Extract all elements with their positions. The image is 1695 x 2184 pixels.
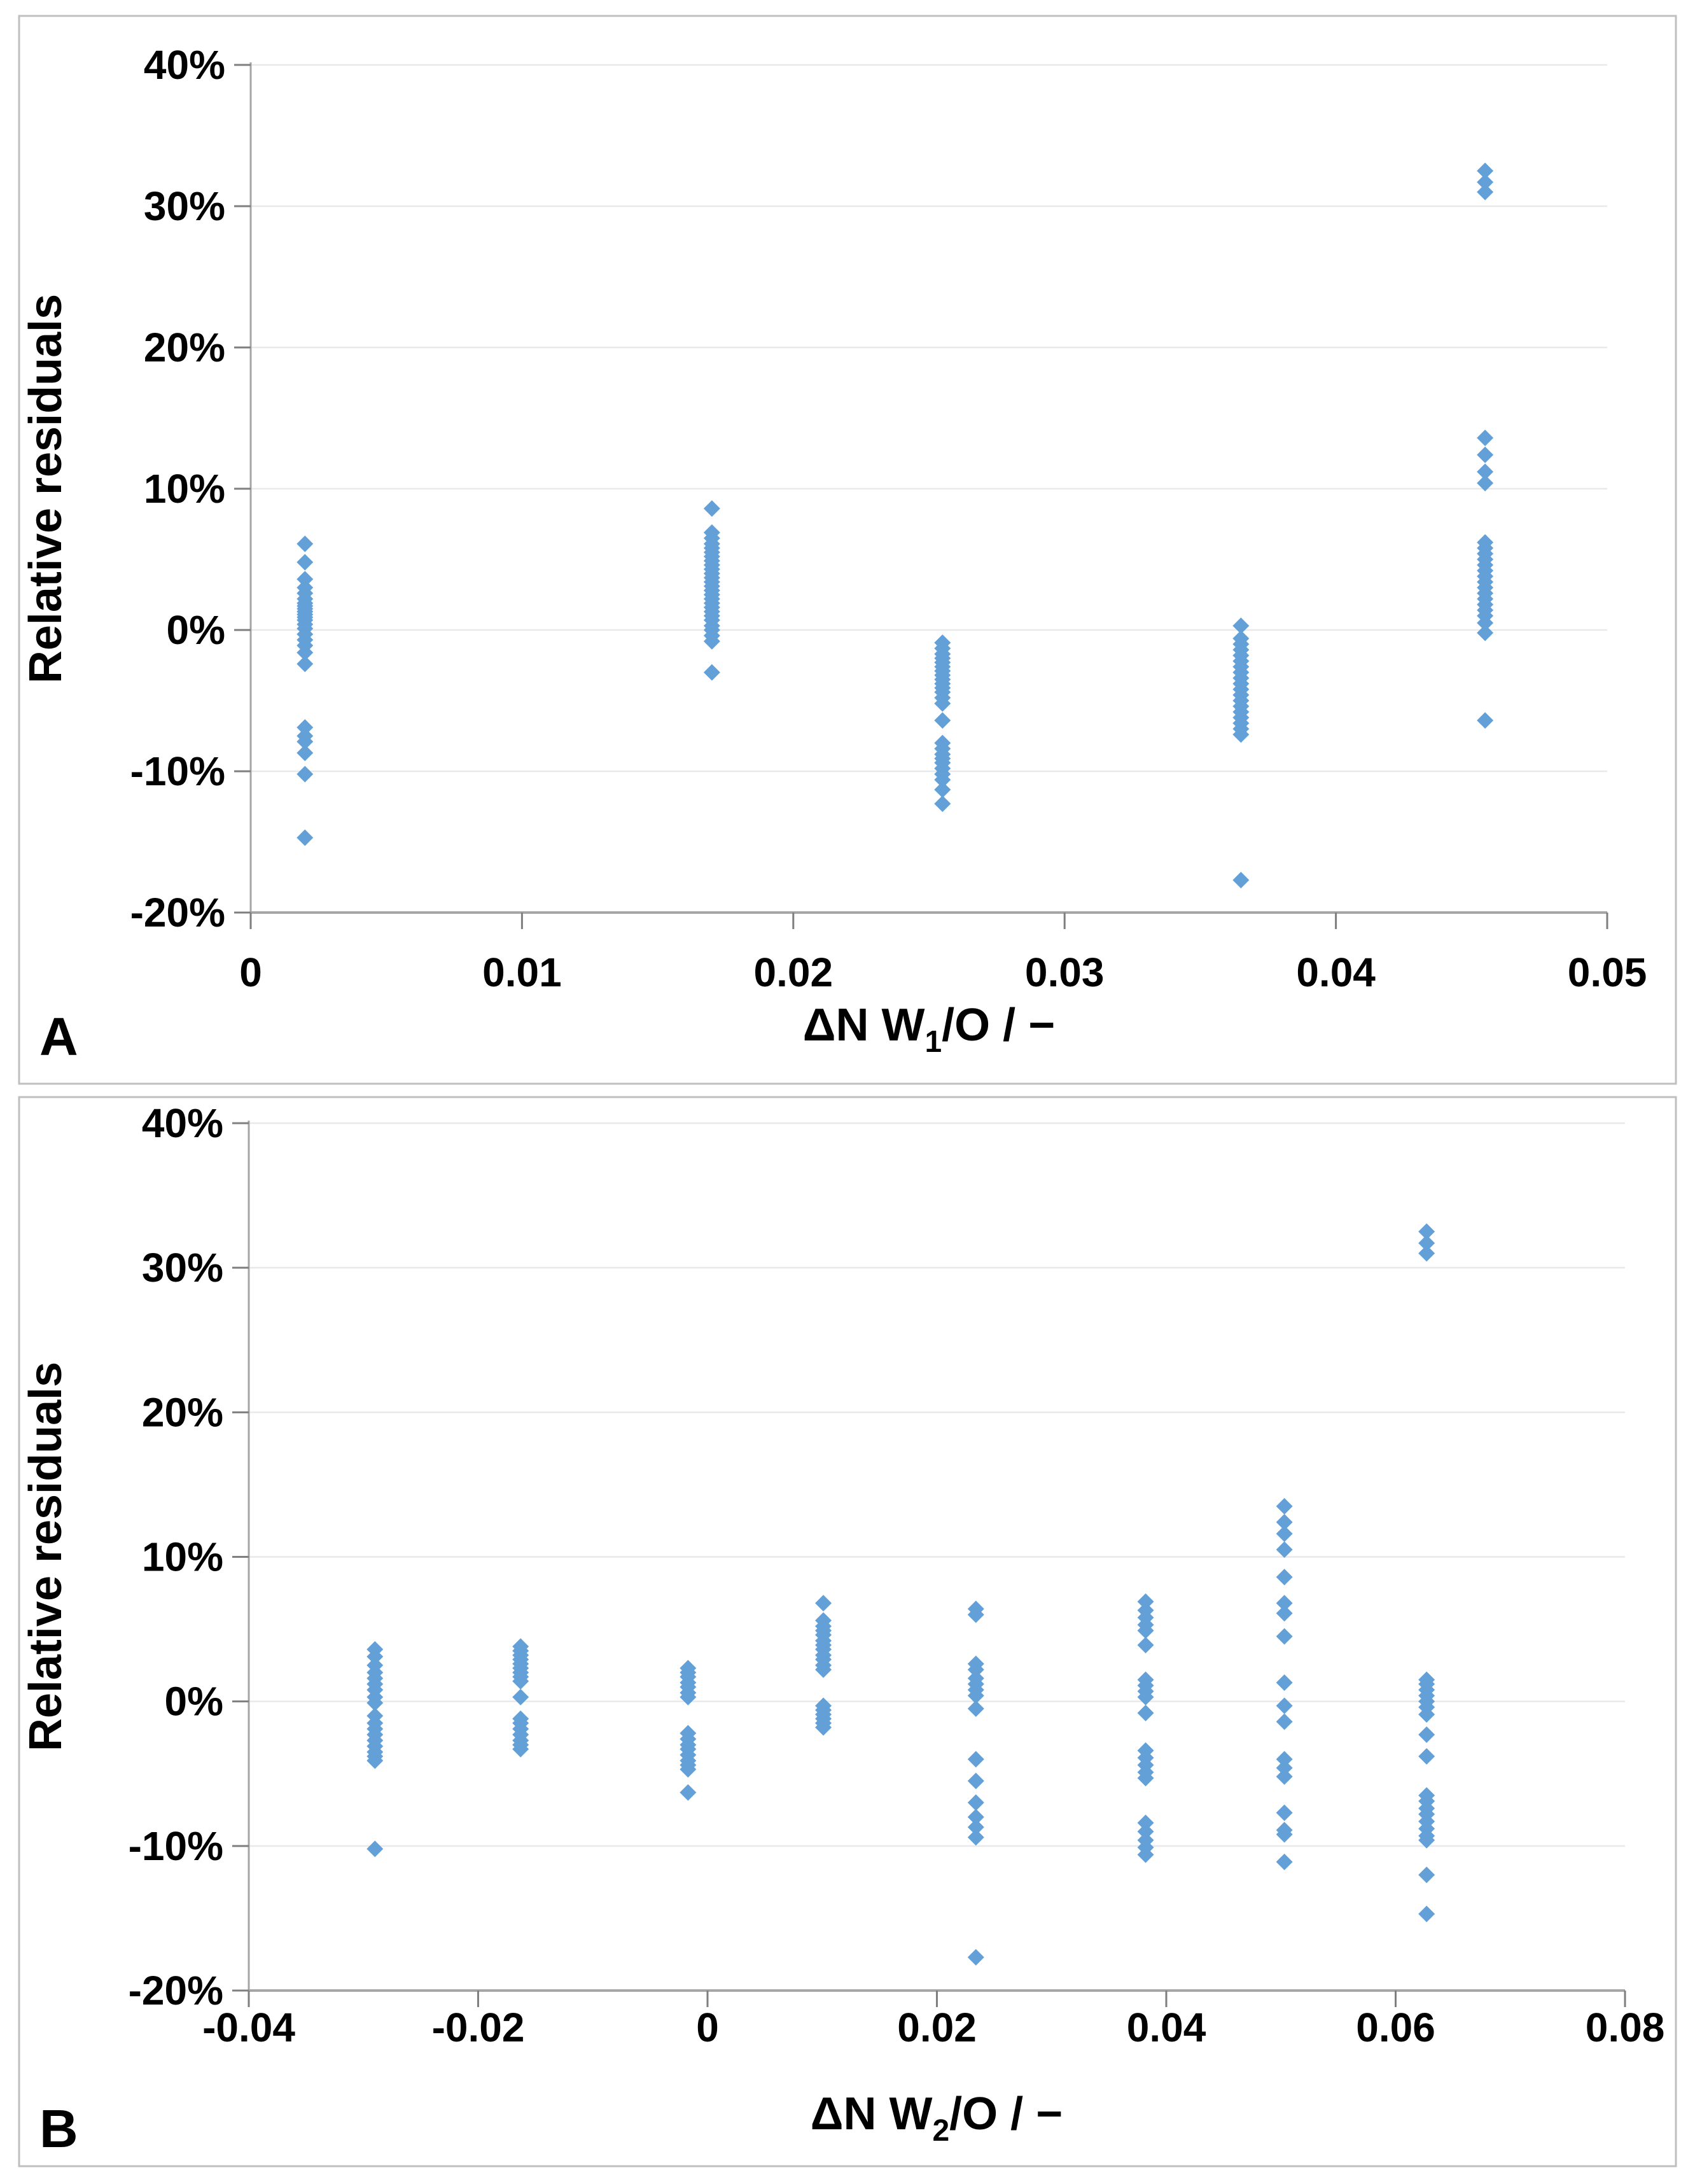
scatter-cluster <box>1477 162 1494 729</box>
scatter-cluster <box>1276 1497 1293 1870</box>
x-tick-label: 0.02 <box>897 2005 977 2050</box>
chart-a-generated: 40% 30% 20% 10% 0% -10% -20% 0 0.01 0.02 0.03 0.04 0… <box>18 15 1677 1085</box>
y-axis-title: Relative residuals <box>20 1362 71 1751</box>
y-tick-label: 10% <box>142 1534 223 1580</box>
y-tick-label: -20% <box>129 1968 223 2013</box>
y-tick-label: -10% <box>129 1823 223 1869</box>
x-axis-title-suffix: /O / − <box>942 1000 1055 1051</box>
x-tick-label: 0.04 <box>1127 2005 1206 2050</box>
y-tick-label: 20% <box>144 325 225 370</box>
scatter-cluster <box>1137 1593 1154 1863</box>
x-tick-label: 0.02 <box>754 949 834 995</box>
y-tick-label: -10% <box>130 748 225 794</box>
x-axis-title: ΔN W2/O / − <box>811 2089 1063 2148</box>
chart-panel-b: 40% 30% 20% 10% 0% -10% -20%-0.04 -0.02 0 0.02 0.0… <box>18 1096 1677 2167</box>
y-tick-label: 30% <box>144 183 225 229</box>
y-tick-label: 20% <box>142 1389 223 1435</box>
scatter-cluster <box>967 1600 984 1966</box>
x-axis-title: ΔN W1/O / − <box>803 1000 1056 1059</box>
scatter-cluster <box>934 634 951 813</box>
y-tick-label: 0% <box>167 607 226 653</box>
chart-b-generated: 40% 30% 20% 10% 0% -10% -20%-0.04 -0.02 0 0.02 0.0… <box>18 1096 1677 2167</box>
x-tick-label: 0 <box>239 949 262 995</box>
x-axis-title-suffix: /O / − <box>949 2089 1063 2139</box>
x-tick-label: 0.03 <box>1025 949 1105 995</box>
scatter-cluster <box>703 500 720 681</box>
chart-panel-a: 40% 30% 20% 10% 0% -10% -20% 0 0.01 0.02 0.03 0.04 0… <box>18 15 1677 1085</box>
x-tick-label: 0.06 <box>1356 2005 1435 2050</box>
x-tick-label: -0.04 <box>202 2005 295 2050</box>
scatter-cluster <box>815 1595 832 1736</box>
chart-border <box>18 1096 1677 2167</box>
x-tick-label: 0.01 <box>482 949 562 995</box>
x-tick-label: 0.04 <box>1296 949 1376 995</box>
x-axis-title-prefix: ΔN W <box>803 1000 925 1051</box>
scatter-cluster <box>296 535 314 846</box>
panel-letter-a: A <box>39 1007 78 1067</box>
x-axis-title-subscript: 2 <box>932 2114 949 2148</box>
x-axis-title-prefix: ΔN W <box>811 2089 933 2139</box>
x-tick-label: 0.05 <box>1568 949 1647 995</box>
y-tick-label: 0% <box>165 1679 224 1725</box>
scatter-cluster <box>512 1638 529 1758</box>
y-tick-label: 40% <box>142 1100 223 1146</box>
y-tick-label: 40% <box>144 42 225 88</box>
x-tick-label: 0 <box>696 2005 719 2050</box>
panel-letter-b: B <box>39 2099 78 2159</box>
y-tick-label: 30% <box>142 1245 223 1291</box>
scatter-cluster <box>1232 617 1250 888</box>
y-tick-label: -20% <box>130 890 225 935</box>
y-tick-label: 10% <box>144 466 225 512</box>
scatter-cluster <box>366 1641 384 1858</box>
x-tick-label: 0.08 <box>1586 2005 1665 2050</box>
y-axis-title: Relative residuals <box>20 294 71 683</box>
x-axis-title-subscript: 1 <box>924 1025 942 1059</box>
chart-border <box>18 15 1677 1085</box>
x-tick-label: -0.02 <box>432 2005 525 2050</box>
scatter-cluster <box>680 1660 697 1801</box>
